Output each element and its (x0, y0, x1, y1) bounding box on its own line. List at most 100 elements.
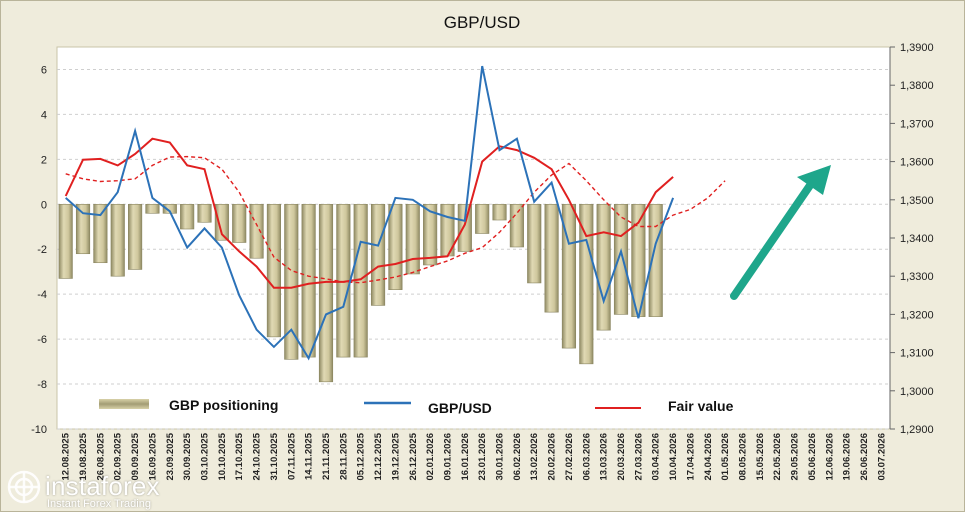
x-tick-label: 26.12.2025 (408, 432, 419, 480)
x-tick-label: 23.01.2026 (477, 433, 488, 481)
x-tick-label: 03.07.2026 (876, 433, 887, 481)
instaforex-logo: instaforex Instant Forex Trading (5, 468, 205, 512)
x-tick-label: 29.05.2026 (790, 433, 801, 481)
logo-tagline: Instant Forex Trading (47, 498, 151, 510)
y-axis-left: 6 4 2 0 -2 -4 -6 -8 -10 (31, 64, 47, 436)
instaforex-logo-icon (7, 470, 41, 504)
x-tick-label: 07.11.2025 (286, 432, 297, 480)
x-tick-label: 26.08.2025 (95, 432, 106, 480)
x-tick-label: 06.03.2026 (581, 433, 592, 481)
x-tick-label: 13.03.2026 (599, 433, 610, 481)
x-tick-label: 14.11.2025 (304, 432, 315, 480)
x-tick-label: 16.01.2026 (460, 433, 471, 481)
x-tick-label: 12.12.2025 (373, 432, 384, 480)
x-tick-label: 24.04.2026 (703, 433, 714, 481)
x-tick-label: 02.09.2025 (113, 432, 124, 480)
positioning-bar (58, 203, 73, 279)
x-tick-label: 16.09.2025 (147, 432, 158, 480)
x-tick-label: 05.06.2026 (807, 433, 818, 481)
y-right-tick-label: 1,3500 (900, 195, 934, 207)
y-right-tick-label: 1,3200 (900, 309, 934, 321)
y-axis-right: 1,3900 1,3800 1,3700 1,3600 1,3500 1,3400 1,33… (889, 42, 934, 436)
x-tick-label: 26.06.2026 (859, 433, 870, 481)
x-tick-label: 22.05.2026 (772, 433, 783, 481)
y-left-tick-label: -6 (37, 334, 47, 346)
x-tick-label: 09.09.2025 (130, 432, 141, 480)
y-left-tick-label: -4 (37, 289, 47, 301)
positioning-bar (388, 203, 403, 290)
x-tick-label: 27.02.2026 (564, 433, 575, 481)
x-tick-label: 30.01.2026 (495, 433, 506, 481)
x-tick-label: 08.05.2026 (737, 433, 748, 481)
positioning-bar (75, 203, 91, 255)
y-right-tick-label: 1,2900 (900, 424, 934, 436)
y-left-tick-label: -2 (37, 244, 47, 256)
positioning-bar (249, 203, 264, 259)
positioning-bar (579, 203, 594, 365)
x-tick-label: 06.02.2026 (512, 433, 523, 481)
x-tick-label: 31.10.2025 (269, 432, 280, 480)
x-tick-label: 10.04.2026 (668, 433, 679, 481)
x-tick-label: 17.04.2026 (685, 433, 696, 481)
x-tick-label: 02.01.2026 (425, 433, 436, 481)
logo-brand: instaforex (45, 471, 160, 501)
y-left-tick-label: 2 (41, 154, 47, 166)
positioning-bar (110, 203, 125, 277)
x-tick-label: 28.11.2025 (338, 432, 349, 480)
legend-label-fair-value: Fair value (668, 398, 734, 414)
y-left-tick-label: 4 (41, 109, 47, 121)
positioning-bar (180, 203, 195, 230)
positioning-bar (596, 203, 611, 331)
y-right-tick-label: 1,3300 (900, 271, 934, 283)
x-tick-label: 03.04.2026 (651, 433, 662, 481)
y-right-tick-label: 1,3900 (900, 42, 934, 54)
x-tick-label: 03.10.2025 (200, 432, 211, 480)
fair-value-line (64, 137, 674, 289)
positioning-bar (232, 203, 247, 243)
x-tick-label: 21.11.2025 (321, 432, 332, 480)
gbpusd-line (65, 65, 675, 361)
positioning-bar (266, 203, 281, 338)
positioning-bar (423, 203, 438, 266)
chart-title: GBP/USD (444, 13, 521, 32)
positioning-bar (93, 203, 108, 264)
legend: GBP positioning GBP/USD Fair value (99, 397, 734, 416)
x-tick-label: 27.03.2026 (633, 433, 644, 481)
x-tick-label: 12.06.2026 (824, 433, 835, 481)
x-tick-label: 13.02.2026 (529, 433, 540, 481)
y-left-tick-label: -8 (37, 379, 47, 391)
y-left-tick-label: 0 (41, 199, 47, 211)
positioning-bar (197, 203, 212, 223)
x-tick-label: 09.01.2026 (442, 433, 453, 481)
x-tick-label: 20.02.2026 (547, 433, 558, 481)
y-left-tick-label: -10 (31, 424, 47, 436)
x-tick-label: 10.10.2025 (217, 432, 228, 480)
y-right-tick-label: 1,3000 (900, 386, 934, 398)
x-axis: 12.08.2025 19.08.2025 26.08.2025 02.09.2025… (61, 432, 888, 480)
legend-swatch-positioning (99, 399, 149, 409)
positioning-bar (561, 203, 577, 349)
positioning-bar (527, 203, 542, 284)
x-tick-label: 05.12.2025 (356, 432, 367, 480)
x-tick-label: 19.06.2026 (842, 433, 853, 481)
y-right-tick-label: 1,3400 (900, 233, 934, 245)
positioning-bar (544, 203, 559, 313)
x-tick-label: 20.03.2026 (616, 433, 627, 481)
y-right-tick-label: 1,3600 (900, 157, 934, 169)
series-lines (64, 65, 726, 361)
positioning-bar (128, 203, 143, 270)
positioning-bar (475, 203, 490, 234)
x-tick-label: 17.10.2025 (234, 432, 245, 480)
positioning-bar (457, 203, 472, 252)
positioning-bar (509, 203, 524, 248)
y-right-tick-label: 1,3800 (900, 80, 934, 92)
legend-label-positioning: GBP positioning (169, 397, 278, 413)
x-tick-label: 01.05.2026 (720, 433, 731, 481)
positioning-bar (284, 203, 299, 360)
y-left-tick-label: 6 (41, 64, 47, 76)
positioning-bar (301, 203, 316, 358)
positioning-bar (318, 203, 334, 383)
x-tick-label: 30.09.2025 (182, 432, 193, 480)
